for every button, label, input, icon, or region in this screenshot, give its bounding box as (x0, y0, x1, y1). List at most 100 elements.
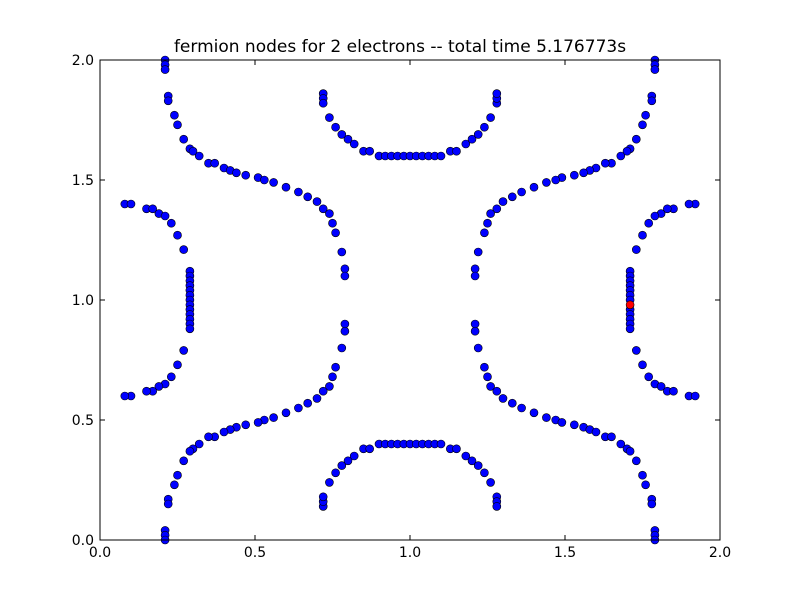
node-point (461, 451, 471, 461)
node-point (325, 478, 334, 487)
node-point (325, 209, 334, 218)
node-point (507, 192, 517, 202)
node-point (126, 199, 136, 209)
node-point (331, 468, 340, 478)
node-point (331, 122, 340, 132)
node-point (294, 187, 303, 197)
node-point (625, 324, 635, 334)
node-point (185, 324, 195, 334)
node-point (542, 178, 551, 187)
node-point (303, 398, 313, 408)
x-tick-label: 0.5 (244, 545, 266, 561)
y-tick-label: 1.5 (72, 173, 94, 189)
node-point (631, 245, 641, 254)
node-point (337, 130, 347, 139)
node-point (253, 418, 263, 427)
node-point (179, 245, 188, 254)
node-point (473, 343, 483, 353)
node-point (365, 444, 375, 454)
node-point (269, 178, 278, 187)
node-point (551, 175, 561, 185)
node-point (461, 139, 471, 149)
node-point (480, 122, 489, 132)
node-point (349, 139, 359, 149)
node-point (498, 394, 508, 403)
node-point (529, 182, 539, 192)
node-point (638, 120, 647, 130)
node-point (343, 134, 353, 144)
y-tick-label: 2.0 (72, 53, 94, 69)
node-point (480, 362, 489, 372)
node-point (281, 182, 291, 192)
node-point (644, 372, 654, 382)
x-tick-label: 2.0 (709, 545, 731, 561)
node-point (690, 391, 700, 401)
node-point (269, 413, 278, 422)
node-point (647, 96, 657, 106)
plot-area (100, 60, 720, 540)
node-point (480, 228, 489, 238)
node-point (656, 382, 666, 391)
node-point (662, 204, 672, 214)
node-point (204, 432, 213, 442)
node-point (194, 439, 204, 449)
node-point (607, 432, 616, 442)
node-point (470, 326, 480, 336)
node-point (517, 187, 526, 197)
node-point (616, 151, 626, 161)
node-point (340, 271, 350, 281)
x-tick-label: 1.0 (399, 545, 421, 561)
node-point (569, 170, 579, 180)
node-point (219, 427, 229, 437)
node-point (638, 360, 647, 370)
node-point (467, 134, 477, 144)
node-point (492, 204, 502, 214)
node-point (179, 346, 188, 355)
node-point (631, 456, 641, 466)
node-point (650, 65, 660, 74)
node-point (480, 468, 489, 478)
node-point (170, 110, 179, 120)
node-point (569, 420, 579, 430)
node-point (579, 168, 588, 178)
node-point (492, 89, 502, 98)
node-point (340, 319, 350, 329)
node-point (492, 502, 502, 511)
node-point (318, 98, 328, 108)
node-point (647, 499, 657, 509)
y-tick-label: 0.0 (72, 533, 94, 549)
node-point (303, 192, 313, 202)
node-point (600, 158, 610, 168)
y-tick-label: 0.5 (72, 413, 94, 429)
node-point (644, 218, 654, 228)
node-point (641, 480, 650, 490)
node-point (328, 372, 337, 382)
node-point (436, 439, 446, 449)
node-point (467, 456, 477, 466)
node-point (625, 446, 635, 456)
node-point (470, 271, 480, 281)
node-point (312, 394, 322, 403)
node-point (650, 211, 660, 221)
node-point (492, 386, 502, 396)
node-point (331, 228, 340, 238)
node-point (325, 113, 334, 122)
node-point (631, 346, 641, 355)
y-tick-label: 1.0 (72, 293, 94, 309)
node-point (638, 230, 647, 240)
node-point (179, 456, 188, 466)
node-point (669, 386, 678, 396)
node-point (173, 120, 182, 130)
node-point (529, 408, 539, 418)
node-point (542, 413, 551, 422)
axis-ticks: 0.0 0.5 1.0 1.5 2.0 0.0 0.5 1.0 1.5 2.0 (72, 53, 731, 561)
node-point (436, 151, 446, 161)
node-point (486, 478, 495, 487)
node-point (170, 480, 179, 490)
node-point (452, 146, 461, 156)
node-point (328, 218, 337, 228)
node-point (470, 264, 480, 274)
plot-frame (99, 59, 721, 541)
node-point (154, 382, 164, 391)
